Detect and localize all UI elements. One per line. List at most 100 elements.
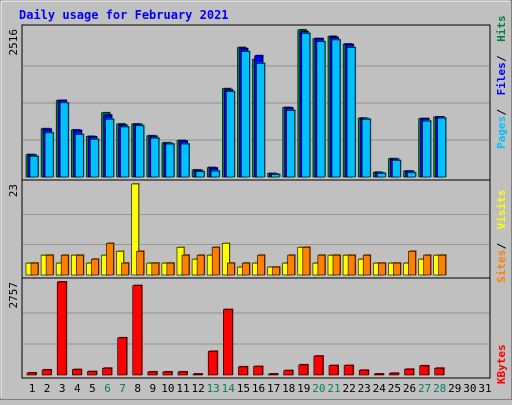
bar-sites-day-5-fill bbox=[91, 258, 99, 276]
x-tick-label-12: 12 bbox=[191, 382, 204, 395]
x-tick-label-11: 11 bbox=[176, 382, 189, 395]
bar-kbytes-day-10 bbox=[162, 370, 173, 376]
bar-kbytes-day-24 bbox=[373, 373, 385, 376]
bar-sites-day-26-fill bbox=[408, 250, 416, 276]
bar-kbytes-day-13 bbox=[207, 350, 219, 376]
bar-pages-day-22 bbox=[346, 46, 357, 178]
legend-kbytes: KBytes bbox=[495, 344, 508, 384]
bar-pages-day-3 bbox=[59, 101, 70, 178]
bar-sites-day-24-fill bbox=[377, 262, 386, 276]
bar-kbytes-day-2-fill bbox=[41, 369, 52, 376]
bar-sites-day-2 bbox=[45, 254, 55, 276]
bar-sites-day-10-fill bbox=[166, 262, 175, 276]
bar-pages-day-3-fill bbox=[59, 102, 69, 178]
bar-kbytes-day-19-fill bbox=[298, 364, 309, 376]
bar-kbytes-day-23 bbox=[358, 369, 370, 376]
y-max-label: 2516 bbox=[7, 29, 20, 56]
bar-kbytes-day-12-fill bbox=[192, 373, 203, 376]
bar-sites-day-27-fill bbox=[423, 254, 431, 276]
bar-sites-day-27 bbox=[423, 254, 432, 276]
bar-kbytes-day-5 bbox=[87, 370, 98, 376]
bar-sites-day-16 bbox=[257, 254, 266, 276]
bar-sites-day-23 bbox=[362, 254, 372, 276]
bar-kbytes-day-22-fill bbox=[343, 365, 354, 376]
panel-hits: 2516 bbox=[7, 24, 491, 181]
x-tick-label-22: 22 bbox=[342, 382, 355, 395]
bar-kbytes-day-11 bbox=[177, 370, 188, 376]
x-tick-label-30: 30 bbox=[463, 382, 476, 395]
bar-kbytes-day-27 bbox=[419, 364, 430, 376]
bar-pages-day-21-fill bbox=[331, 39, 341, 178]
bar-pages-day-4-fill bbox=[75, 134, 84, 178]
bar-sites-day-9-fill bbox=[151, 262, 160, 276]
bar-pages-day-28-fill bbox=[437, 117, 447, 178]
bar-sites-day-14-fill bbox=[227, 262, 235, 276]
bar-pages-day-13-fill bbox=[210, 170, 220, 178]
bar-pages-day-2-fill bbox=[44, 132, 54, 178]
bar-kbytes-day-15-fill bbox=[238, 366, 248, 376]
bar-kbytes-day-7-fill bbox=[117, 337, 127, 376]
y-max-label: 23 bbox=[7, 184, 20, 197]
bar-kbytes-day-6 bbox=[102, 367, 113, 376]
legend-0: Pages / Files / Hits bbox=[495, 15, 508, 149]
y-max-label: 2757 bbox=[7, 282, 20, 309]
bar-kbytes-day-16-fill bbox=[253, 366, 263, 376]
bar-sites-day-17 bbox=[272, 266, 281, 276]
bar-visits-day-14 bbox=[222, 242, 231, 276]
bar-pages-day-15-fill bbox=[241, 51, 250, 178]
bar-pages-day-6-fill bbox=[105, 119, 114, 178]
legend-pages: Pages bbox=[495, 116, 508, 149]
bar-sites-day-10 bbox=[166, 262, 175, 276]
bar-pages-day-14-fill bbox=[226, 91, 235, 178]
bar-kbytes-day-16 bbox=[253, 365, 264, 376]
bar-kbytes-day-18-fill bbox=[283, 370, 294, 376]
x-tick-label-17: 17 bbox=[267, 382, 280, 395]
bar-sites-day-1 bbox=[30, 262, 39, 276]
x-tick-label-4: 4 bbox=[74, 382, 81, 395]
bar-sites-day-25-fill bbox=[393, 262, 401, 276]
bar-pages-day-17-fill bbox=[271, 174, 280, 178]
bar-sites-day-8-fill bbox=[136, 250, 144, 276]
bar-visits-day-14-fill bbox=[222, 243, 230, 276]
bar-pages-day-7 bbox=[120, 126, 130, 178]
bar-pages-day-25 bbox=[392, 159, 402, 178]
bar-visits-day-8 bbox=[131, 183, 140, 276]
bar-kbytes-day-28-fill bbox=[434, 367, 445, 376]
bar-sites-day-20 bbox=[317, 254, 326, 276]
bar-sites-day-13-fill bbox=[211, 247, 220, 276]
bar-kbytes-day-6-fill bbox=[102, 367, 112, 376]
bar-kbytes-day-2 bbox=[41, 368, 53, 376]
bar-sites-day-3-fill bbox=[60, 254, 69, 276]
legend-visits: Visits bbox=[495, 190, 508, 230]
bar-pages-day-16-fill bbox=[256, 63, 265, 178]
bar-sites-day-2-fill bbox=[45, 254, 54, 276]
x-tick-label-10: 10 bbox=[161, 382, 174, 395]
bar-sites-day-16-fill bbox=[257, 254, 265, 276]
bar-pages-day-10 bbox=[165, 143, 175, 178]
bar-pages-day-5 bbox=[90, 138, 100, 178]
panel-kbytes: 2757 bbox=[7, 277, 491, 379]
x-tick-label-21: 21 bbox=[327, 382, 340, 395]
bar-pages-day-8-fill bbox=[135, 125, 144, 178]
bar-sites-day-13 bbox=[211, 246, 221, 276]
bar-pages-day-4 bbox=[75, 133, 85, 178]
bar-sites-day-4 bbox=[76, 254, 85, 276]
bar-sites-day-3 bbox=[60, 254, 70, 276]
bar-pages-day-26-fill bbox=[407, 172, 416, 178]
bar-sites-day-28 bbox=[438, 254, 447, 276]
x-tick-label-19: 19 bbox=[297, 382, 310, 395]
legend-separator: / bbox=[495, 109, 508, 116]
bar-kbytes-day-28 bbox=[434, 367, 445, 376]
bar-sites-day-24 bbox=[377, 262, 387, 276]
bar-sites-day-11-fill bbox=[181, 254, 190, 276]
bar-kbytes-day-26 bbox=[404, 368, 415, 376]
x-tick-label-31: 31 bbox=[478, 382, 491, 395]
bar-kbytes-day-25-fill bbox=[389, 373, 399, 376]
bar-pages-day-24 bbox=[376, 172, 387, 178]
bar-pages-day-21 bbox=[331, 38, 341, 178]
bar-kbytes-day-9-fill bbox=[147, 371, 158, 376]
bar-sites-day-18 bbox=[287, 254, 296, 276]
bar-pages-day-10-fill bbox=[165, 143, 175, 178]
bar-sites-day-22 bbox=[347, 254, 357, 276]
bar-kbytes-day-22 bbox=[343, 364, 355, 376]
